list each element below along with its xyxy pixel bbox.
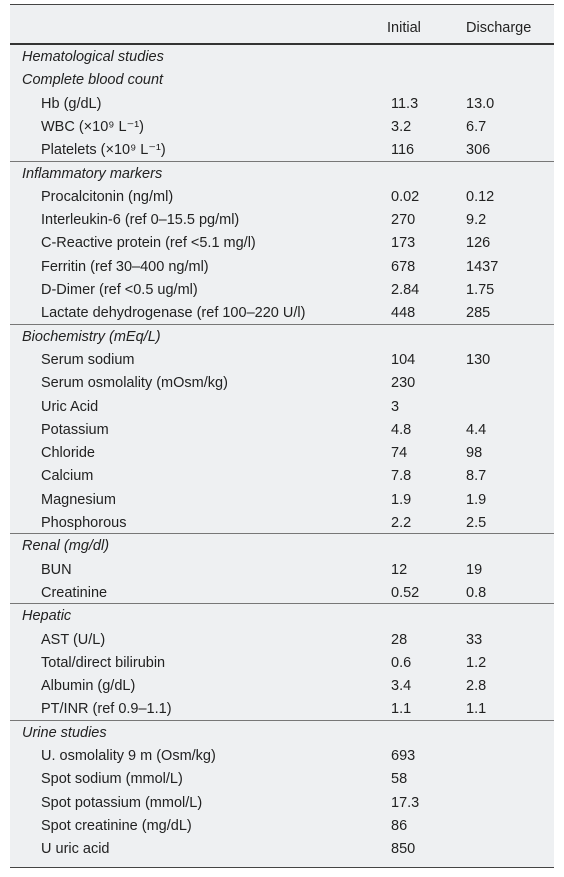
initial-value: 74: [391, 445, 408, 462]
discharge-value: 8.7: [466, 468, 487, 485]
row-label: Lactate dehydrogenase (ref 100–220 U/l): [41, 305, 306, 322]
section-title: Complete blood count: [22, 72, 164, 89]
initial-value: 4.8: [391, 421, 412, 438]
initial-value: 116: [391, 142, 415, 159]
section-title: Urine studies: [22, 724, 107, 741]
row-label: Phosphorous: [41, 515, 127, 531]
discharge-value: 2.5: [466, 515, 487, 531]
discharge-value: 126: [466, 235, 491, 252]
row-label: WBC (×10⁹ L⁻¹): [41, 118, 144, 135]
initial-value: 17.3: [391, 794, 420, 811]
initial-value: 0.52: [391, 584, 420, 601]
initial-value: 2.2: [391, 515, 412, 531]
section-rule: [10, 533, 554, 535]
initial-value: 693: [391, 748, 416, 764]
initial-value: 270: [391, 212, 416, 229]
initial-value: 448: [391, 305, 416, 322]
row-label: Ferritin (ref 30–400 ng/ml): [41, 258, 209, 275]
initial-value: 11.3: [391, 95, 419, 112]
discharge-value: 98: [466, 445, 483, 462]
initial-value: 173: [391, 235, 416, 252]
initial-value: 2.84: [391, 282, 420, 298]
row-label: Serum osmolality (mOsm/kg): [41, 375, 228, 392]
initial-value: 1.1: [391, 701, 412, 718]
section-rule: [10, 719, 554, 721]
section-rule: [10, 323, 554, 325]
initial-value: 678: [391, 258, 416, 275]
discharge-value: 4.4: [466, 421, 487, 438]
section-title: Hematological studies: [22, 49, 164, 65]
initial-value: 28: [391, 631, 408, 648]
initial-value: 58: [391, 771, 408, 788]
discharge-value: 19: [466, 561, 483, 578]
discharge-value: 130: [466, 351, 491, 368]
discharge-value: 1.2: [466, 654, 487, 671]
discharge-value: 1.1: [466, 701, 487, 718]
section-title: Biochemistry (mEq/L): [22, 328, 161, 345]
row-label: Total/direct bilirubin: [41, 654, 166, 671]
row-label: Interleukin-6 (ref 0–15.5 pg/ml): [41, 212, 240, 229]
section-title: Inflammatory markers: [22, 165, 163, 182]
row-label: Procalcitonin (ng/ml): [41, 188, 174, 205]
row-label: Spot creatinine (mg/dL): [41, 817, 192, 834]
header-initial: Initial: [387, 20, 421, 36]
table: Initial Discharge Hematological studies C…: [10, 4, 554, 868]
section-title: Hepatic: [22, 608, 72, 625]
row-label: Serum sodium: [41, 351, 135, 368]
row-label: U uric acid: [41, 841, 110, 858]
row-label: Creatinine: [41, 584, 108, 601]
initial-value: 230: [391, 375, 416, 392]
row-label: Hb (g/dL): [41, 95, 102, 112]
row-label: Calcium: [41, 468, 94, 485]
row-label: C-Reactive protein (ref <5.1 mg/l): [41, 235, 256, 252]
row-label: Albumin (g/dL): [41, 678, 136, 695]
initial-value: 104: [391, 351, 416, 368]
initial-value: 0.02: [391, 188, 420, 205]
discharge-value: 1.9: [466, 491, 487, 508]
row-label: Spot potassium (mmol/L): [41, 794, 203, 811]
row-label: Chloride: [41, 445, 95, 462]
discharge-value: 13.0: [466, 95, 495, 112]
discharge-value: 6.7: [466, 118, 487, 135]
initial-value: 3.4: [391, 678, 412, 695]
discharge-value: 2.8: [466, 678, 487, 695]
row-label: AST (U/L): [41, 631, 106, 648]
discharge-value: 285: [466, 305, 491, 322]
discharge-value: 9.2: [466, 212, 487, 229]
initial-value: 12: [391, 561, 408, 578]
initial-value: 7.8: [391, 468, 412, 485]
initial-value: 3.2: [391, 118, 412, 135]
initial-value: 86: [391, 817, 408, 834]
discharge-value: 0.12: [466, 188, 495, 205]
row-label: D-Dimer (ref <0.5 ug/ml): [41, 282, 198, 298]
section-rule: [10, 160, 554, 162]
row-label: Platelets (×10⁹ L⁻¹): [41, 142, 166, 159]
discharge-value: 306: [466, 142, 491, 159]
header-discharge: Discharge: [466, 20, 532, 36]
header-rule: [10, 43, 554, 45]
row-label: PT/INR (ref 0.9–1.1): [41, 701, 172, 718]
initial-value: 0.6: [391, 654, 412, 671]
initial-value: 1.9: [391, 491, 412, 508]
initial-value: 850: [391, 841, 416, 858]
discharge-value: 33: [466, 631, 483, 648]
discharge-value: 1437: [466, 258, 499, 275]
section-title: Renal (mg/dl): [22, 538, 110, 555]
row-label: Magnesium: [41, 491, 116, 508]
row-label: Potassium: [41, 421, 109, 438]
row-label: Spot sodium (mmol/L): [41, 771, 183, 788]
initial-value: 3: [391, 398, 400, 415]
discharge-value: 0.8: [466, 584, 487, 601]
section-rule: [10, 603, 554, 605]
row-label: BUN: [41, 561, 72, 578]
row-label: U. osmolality 9 m (Osm/kg): [41, 748, 216, 764]
discharge-value: 1.75: [466, 282, 495, 298]
row-label: Uric Acid: [41, 398, 99, 415]
